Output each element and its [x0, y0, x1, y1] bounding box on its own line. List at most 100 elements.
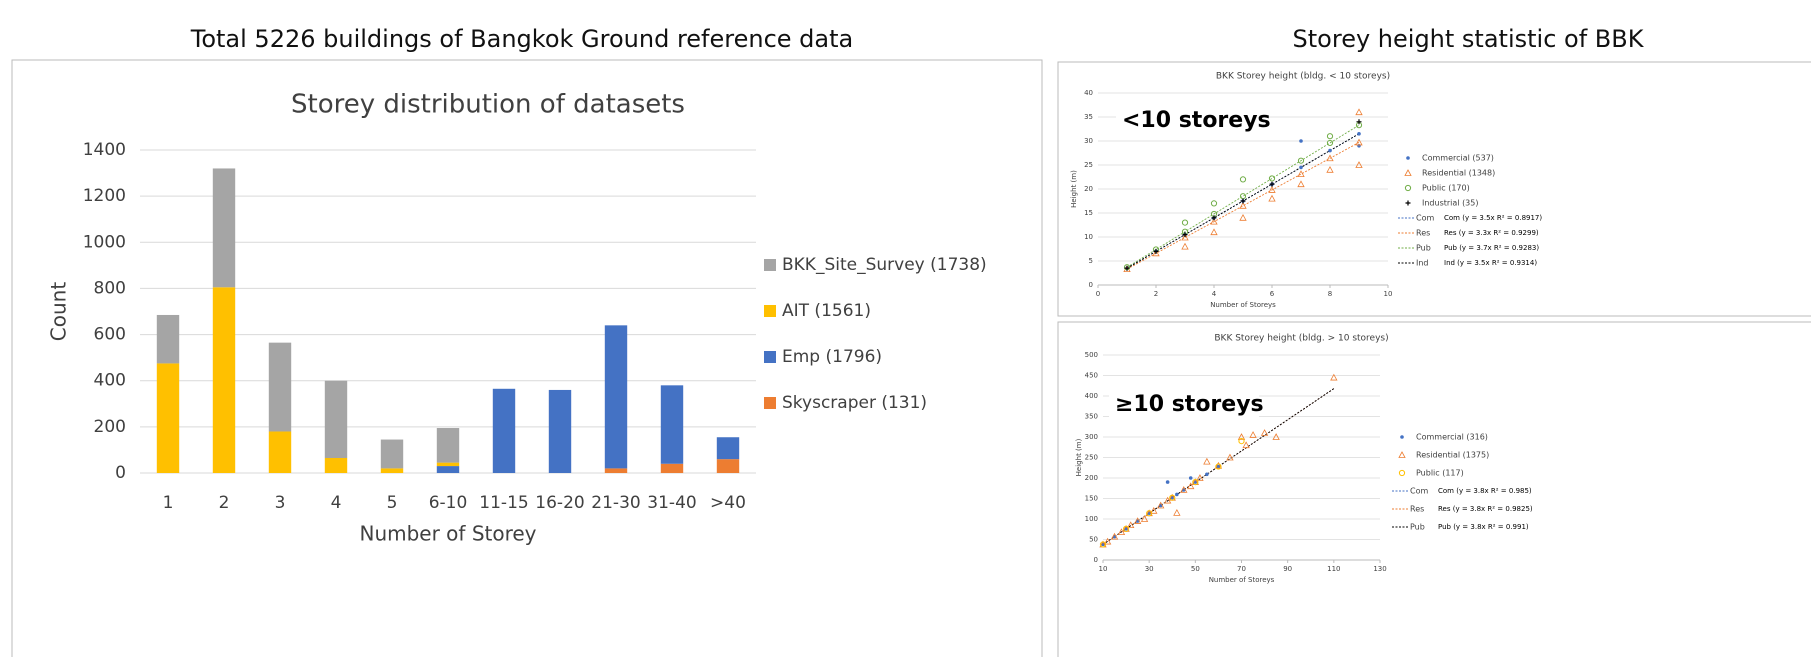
point — [1404, 169, 1412, 176]
point — [1330, 373, 1338, 381]
point — [1165, 480, 1170, 484]
bar-segment — [436, 466, 460, 473]
x-tick-label: 50 — [1191, 565, 1200, 573]
point — [1173, 509, 1181, 516]
y-tick-label: 300 — [1085, 433, 1098, 441]
legend-label: Res (y = 3.3x R² = 0.9299) — [1444, 229, 1539, 237]
point — [1181, 233, 1189, 241]
point — [1117, 528, 1126, 536]
bar-segment — [660, 385, 684, 464]
y-tick-label: 30 — [1084, 137, 1093, 145]
point — [1187, 482, 1195, 490]
point — [1268, 175, 1276, 182]
y-tick-label: 1400 — [83, 140, 126, 160]
bar-segment — [212, 287, 236, 473]
y-tick-label: 200 — [1085, 474, 1098, 482]
legend-label: Com — [1416, 214, 1434, 223]
point — [1103, 537, 1112, 545]
panel — [1057, 61, 1811, 317]
legend-label: Pub (y = 3.7x R² = 0.9283) — [1444, 244, 1539, 252]
legend-label: Res — [1410, 505, 1424, 514]
bar-segment — [380, 468, 404, 473]
point — [1355, 138, 1363, 146]
x-axis-label: Number of Storey — [359, 522, 536, 546]
point — [1122, 525, 1130, 532]
y-tick-label: 0 — [1089, 281, 1093, 289]
point — [1169, 494, 1176, 501]
legend-label: Ind (y = 3.5x R² = 0.9314) — [1444, 259, 1537, 267]
point — [1404, 184, 1412, 192]
point — [1216, 464, 1221, 469]
point — [1153, 248, 1159, 254]
bar-segment — [324, 380, 348, 459]
x-tick-label: 2 — [1154, 290, 1158, 298]
point — [1272, 433, 1280, 440]
annotation: ≥10 storeys — [1115, 392, 1264, 417]
legend-label: Com (y = 3.8x R² = 0.985) — [1438, 487, 1532, 495]
y-tick-label: 0 — [115, 463, 126, 483]
trendline — [1126, 124, 1360, 268]
bar-segment — [660, 463, 684, 473]
x-tick-label: 16-20 — [535, 493, 584, 513]
point — [1405, 200, 1411, 206]
point — [1210, 217, 1218, 225]
point — [1099, 541, 1107, 548]
bar-segment — [268, 342, 292, 432]
point — [1181, 219, 1189, 226]
bar-segment — [604, 468, 628, 473]
point — [1146, 510, 1153, 517]
point — [1152, 249, 1160, 257]
y-tick-label: 0 — [1094, 556, 1098, 564]
x-tick-label: 21-30 — [591, 493, 640, 513]
y-tick-label: 100 — [1085, 515, 1098, 523]
point — [1237, 433, 1246, 440]
y-tick-label: 50 — [1089, 536, 1098, 544]
x-tick-label: 70 — [1237, 565, 1246, 573]
x-tick-label: 130 — [1373, 565, 1386, 573]
y-tick-label: 800 — [94, 278, 126, 298]
point — [1133, 517, 1142, 524]
figure-title: Total 5226 buildings of Bangkok Ground r… — [190, 25, 853, 53]
y-axis-label: Height (m) — [1075, 438, 1083, 476]
point — [1239, 176, 1247, 183]
y-tick-label: 40 — [1084, 89, 1093, 97]
point — [1239, 213, 1247, 221]
y-tick-label: 1200 — [83, 186, 126, 206]
y-tick-label: 200 — [94, 417, 126, 437]
bar-segment — [324, 458, 348, 473]
point — [1356, 119, 1362, 125]
bar-segment — [548, 389, 572, 473]
legend-label: Public (170) — [1422, 184, 1470, 193]
x-tick-label: 31-40 — [647, 493, 696, 513]
point — [1242, 441, 1250, 449]
annotation: <10 storeys — [1122, 108, 1271, 133]
y-tick-label: 600 — [94, 325, 126, 345]
x-axis-label: Number of Storeys — [1210, 301, 1276, 309]
legend-label: Com (y = 3.5x R² = 0.8917) — [1444, 214, 1542, 222]
legend-label: Industrial (35) — [1422, 199, 1478, 208]
x-tick-label: 1 — [163, 493, 174, 513]
y-tick-label: 400 — [1085, 392, 1098, 400]
point — [1157, 501, 1165, 509]
point — [1326, 139, 1334, 147]
bar-segment — [156, 314, 180, 364]
chart-title: BKK Storey height (bldg. < 10 storeys) — [1216, 72, 1390, 82]
x-tick-label: 110 — [1327, 565, 1340, 573]
bar-segment — [268, 431, 292, 473]
point — [1297, 157, 1305, 164]
legend-swatch — [764, 259, 776, 271]
y-tick-label: 250 — [1085, 454, 1098, 462]
legend-label: Residential (1348) — [1422, 169, 1495, 178]
legend-swatch — [764, 397, 776, 409]
x-tick-label: 90 — [1283, 565, 1292, 573]
y-tick-label: 500 — [1085, 351, 1098, 359]
x-tick-label: 3 — [275, 493, 286, 513]
point — [1297, 180, 1305, 188]
point — [1260, 429, 1269, 436]
point — [1240, 198, 1246, 204]
point — [1249, 431, 1257, 438]
point — [1239, 193, 1247, 200]
x-tick-label: 30 — [1145, 565, 1154, 573]
y-tick-label: 450 — [1085, 372, 1098, 380]
